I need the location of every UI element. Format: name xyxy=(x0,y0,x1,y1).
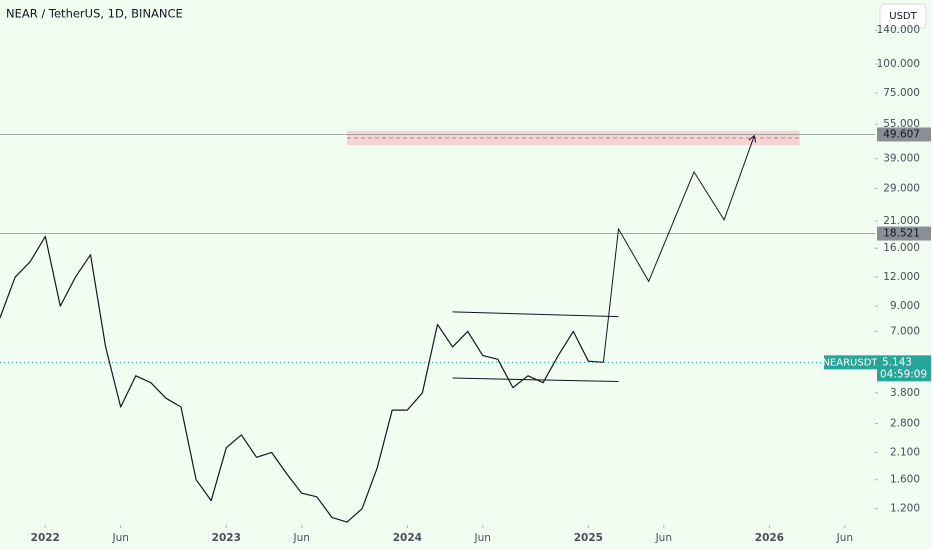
y-tick-label: 1.600 xyxy=(890,474,920,486)
x-tick-label: 2025 xyxy=(574,532,603,544)
x-tick-label: 2026 xyxy=(755,532,784,544)
y-tick-label: 21.000 xyxy=(883,215,920,227)
symbol-label: NEARUSDT xyxy=(822,357,878,368)
channel-line xyxy=(452,377,619,383)
level-label: 49.607 xyxy=(883,128,920,140)
y-tick-label: 3.800 xyxy=(890,387,920,399)
projection-path xyxy=(602,135,755,363)
y-tick-label: 12.000 xyxy=(883,271,920,283)
y-tick-label: 1.200 xyxy=(890,503,920,515)
x-tick-label: Jun xyxy=(293,532,310,544)
y-tick-label: 9.000 xyxy=(890,300,920,312)
currency-button[interactable] xyxy=(879,3,927,29)
level-label-box xyxy=(877,127,931,142)
level-label-box xyxy=(877,226,931,241)
x-tick-label: 2023 xyxy=(212,532,241,544)
x-tick-label: Jun xyxy=(655,532,672,544)
x-tick-label: 2024 xyxy=(393,532,422,544)
price-label: 5.143 xyxy=(882,356,912,368)
x-tick-label: 2022 xyxy=(31,532,60,544)
channel-line xyxy=(452,311,619,318)
level-label: 18.521 xyxy=(883,228,920,240)
price-line xyxy=(0,235,604,523)
y-tick-label: 140.000 xyxy=(877,24,920,36)
y-tick-label: 39.000 xyxy=(883,153,920,165)
y-tick-label: 75.000 xyxy=(883,87,920,99)
y-tick-label: 2.100 xyxy=(890,446,920,458)
y-tick-label: 55.000 xyxy=(883,118,920,130)
x-tick-label: Jun xyxy=(836,532,853,544)
countdown-label: 04:59:09 xyxy=(880,368,927,380)
symbol-box xyxy=(824,355,877,370)
y-tick-label: 2.800 xyxy=(890,417,920,429)
x-tick-label: Jun xyxy=(111,532,128,544)
y-tick-label: 16.000 xyxy=(883,242,920,254)
y-tick-label: 7.000 xyxy=(890,325,920,337)
projection-arrowhead xyxy=(748,134,757,143)
y-tick-label: 29.000 xyxy=(883,182,920,194)
x-tick-label: Jun xyxy=(474,532,491,544)
y-tick-label: 100.000 xyxy=(877,58,920,70)
chart-title: NEAR / TetherUS, 1D, BINANCE xyxy=(6,7,183,21)
currency-label[interactable]: USDT xyxy=(889,11,917,22)
price-box xyxy=(877,355,931,382)
